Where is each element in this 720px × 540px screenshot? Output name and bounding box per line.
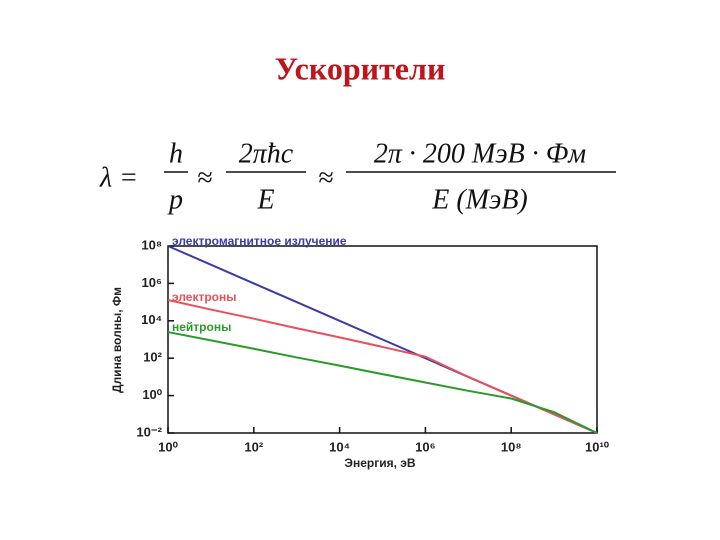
formula-lhs: λ = <box>99 162 138 193</box>
series-label: нейтроны <box>172 320 231 334</box>
series-line <box>167 298 598 434</box>
x-tick-label: 10² <box>244 439 263 454</box>
y-tick-label: 10⁶ <box>142 275 162 290</box>
y-tick-label: 10⁰ <box>142 387 162 402</box>
x-tick-label: 10⁸ <box>501 439 522 454</box>
formula-num: 2π · 200 МэВ · Фм <box>374 138 586 169</box>
formula-num: 2πħc <box>239 138 294 169</box>
x-tick-label: 10⁶ <box>415 439 435 454</box>
x-tick-label: 10⁰ <box>158 439 178 454</box>
x-tick-label: 10⁴ <box>329 439 350 454</box>
series-label: электроны <box>172 290 237 304</box>
y-tick-label: 10² <box>143 350 162 365</box>
formula-den: p <box>167 184 183 215</box>
formula: λ = h p ≈ 2πħc E ≈ 2π · 200 МэВ · Фм E (… <box>99 138 616 215</box>
slide-title: Ускорители <box>275 50 446 86</box>
y-tick-label: 10⁻² <box>136 424 162 439</box>
formula-den: E (МэВ) <box>431 184 528 215</box>
y-tick-label: 10⁴ <box>141 312 162 327</box>
x-axis-label: Энергия, эВ <box>344 456 415 470</box>
y-tick-label: 10⁸ <box>141 237 162 252</box>
series-label: электромагнитное излучение <box>172 234 347 248</box>
formula-approx: ≈ <box>318 162 333 193</box>
formula-approx: ≈ <box>197 162 212 193</box>
x-tick-label: 10¹⁰ <box>585 439 610 454</box>
series-line <box>167 331 598 434</box>
formula-den: E <box>256 184 274 215</box>
plot-frame <box>167 245 598 434</box>
y-axis-label: Длина волны, Фм <box>110 287 124 393</box>
formula-num: h <box>169 138 183 169</box>
